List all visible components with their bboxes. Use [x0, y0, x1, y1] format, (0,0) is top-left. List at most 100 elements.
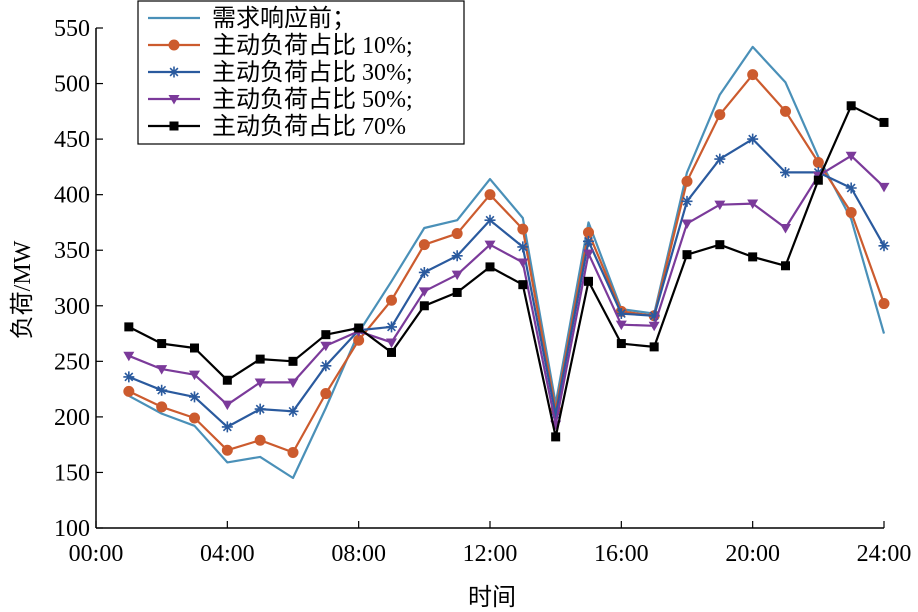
y-tick-label: 100	[54, 516, 90, 542]
legend-label: 主动负荷占比 70%	[212, 113, 406, 140]
data-point	[583, 235, 594, 247]
legend-marker	[168, 95, 180, 105]
data-point	[386, 338, 397, 348]
data-point	[451, 228, 463, 240]
data-point	[584, 276, 593, 286]
data-point	[287, 405, 299, 417]
data-point	[156, 384, 168, 396]
data-point	[616, 339, 626, 349]
legend-label: 主动负荷占比 50%;	[212, 86, 413, 113]
data-point	[124, 322, 134, 332]
data-point	[878, 182, 890, 193]
data-point	[189, 370, 200, 381]
data-point	[780, 166, 791, 178]
data-point	[615, 308, 627, 320]
y-tick-label: 450	[54, 127, 90, 153]
data-point	[452, 287, 462, 297]
legend-marker	[168, 39, 180, 51]
series-line	[128, 138, 885, 428]
data-point	[419, 301, 429, 311]
legend-marker	[168, 66, 180, 78]
data-point	[715, 240, 725, 250]
x-tick-label: 00:00	[69, 541, 124, 567]
data-point	[156, 365, 168, 375]
y-tick-label: 300	[54, 294, 90, 320]
y-tick-label: 150	[54, 460, 90, 486]
data-point	[812, 156, 824, 168]
data-point	[320, 341, 332, 352]
data-point	[879, 117, 889, 127]
data-point	[583, 249, 594, 260]
data-point	[714, 109, 726, 121]
series-line	[128, 104, 885, 438]
data-point	[747, 69, 759, 81]
data-point	[254, 434, 266, 446]
data-point	[681, 175, 693, 187]
data-point	[484, 189, 496, 201]
data-point	[878, 240, 890, 252]
data-point	[221, 421, 233, 433]
y-tick-label: 550	[54, 16, 90, 42]
y-tick-label: 350	[54, 238, 90, 264]
data-point	[550, 409, 562, 421]
data-point	[123, 371, 135, 383]
series-line	[128, 73, 886, 454]
series-1	[128, 45, 886, 480]
data-point	[254, 403, 266, 415]
y-tick-label: 400	[54, 183, 90, 209]
data-point	[846, 101, 856, 111]
legend-label: 需求响应前；	[212, 5, 356, 32]
data-point	[321, 330, 331, 340]
data-point	[221, 444, 233, 456]
data-point	[517, 241, 529, 253]
y-tick-label: 250	[54, 349, 90, 375]
x-tick-label: 08:00	[331, 541, 386, 567]
data-point	[157, 339, 167, 349]
series-3	[123, 133, 890, 433]
x-tick-label: 12:00	[463, 541, 518, 567]
data-point	[681, 219, 693, 230]
series-4	[123, 151, 890, 431]
data-point	[354, 323, 364, 333]
x-axis-label: 时间	[468, 584, 516, 611]
data-point	[747, 133, 759, 145]
data-point	[386, 294, 397, 306]
data-point	[418, 287, 430, 297]
data-point	[518, 280, 528, 290]
data-point	[551, 432, 561, 442]
data-point	[681, 195, 693, 207]
data-point	[386, 321, 397, 333]
y-axis-label: 负荷/MW	[9, 240, 36, 339]
data-point	[845, 182, 857, 194]
data-point	[418, 266, 430, 278]
series-line	[128, 154, 885, 426]
y-tick-label: 200	[54, 405, 90, 431]
series-5	[124, 101, 889, 442]
data-point	[649, 342, 659, 352]
data-point	[255, 354, 265, 364]
data-point	[484, 240, 496, 251]
data-point	[813, 175, 823, 185]
data-point	[747, 199, 759, 210]
data-point	[780, 105, 791, 117]
data-point	[189, 412, 200, 424]
data-point	[845, 206, 857, 218]
data-point	[222, 375, 232, 385]
data-point	[780, 224, 791, 234]
legend-label: 主动负荷占比 10%;	[212, 32, 413, 59]
data-point	[288, 356, 298, 366]
data-point	[878, 298, 890, 310]
data-point	[189, 391, 200, 403]
data-point	[845, 151, 857, 162]
legend-marker	[169, 121, 179, 131]
x-tick-label: 04:00	[200, 541, 255, 567]
data-point	[190, 343, 199, 353]
y-tick-label: 500	[54, 72, 90, 98]
series-layer	[123, 45, 890, 480]
data-point	[714, 153, 726, 165]
data-point	[123, 385, 135, 397]
series-line	[128, 45, 886, 480]
data-point	[648, 310, 660, 322]
data-point	[123, 351, 135, 362]
